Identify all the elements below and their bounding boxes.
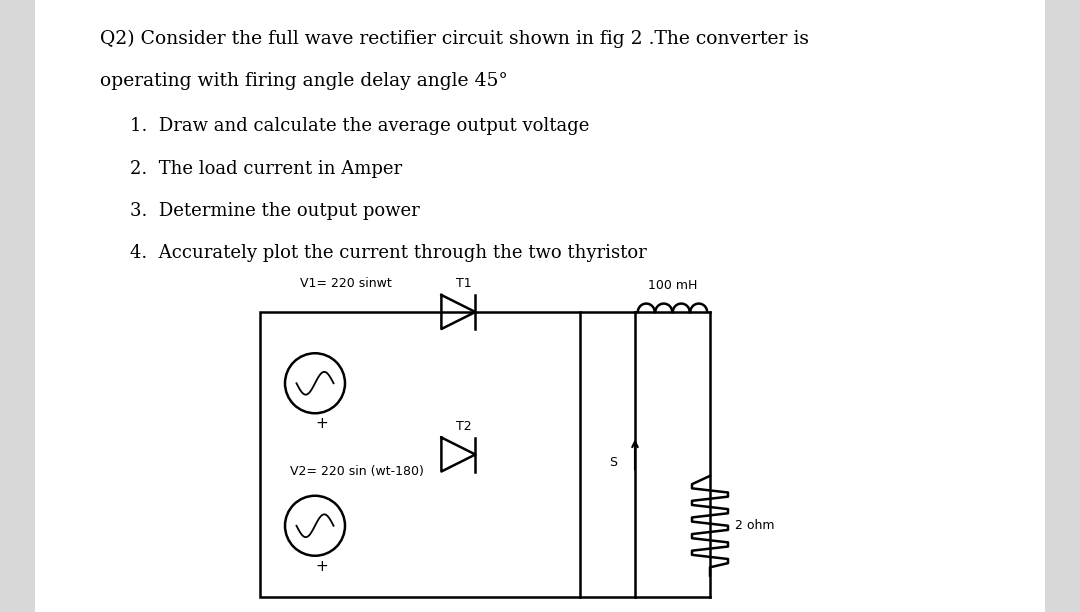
- Text: 1.  Draw and calculate the average output voltage: 1. Draw and calculate the average output…: [130, 117, 590, 135]
- Text: 3.  Determine the output power: 3. Determine the output power: [130, 202, 420, 220]
- Text: operating with firing angle delay angle 45°: operating with firing angle delay angle …: [100, 72, 508, 90]
- Text: +: +: [315, 416, 328, 431]
- Bar: [260, 312, 580, 597]
- Text: S: S: [609, 456, 617, 469]
- Text: T2: T2: [456, 419, 471, 433]
- Text: T1: T1: [456, 277, 471, 290]
- FancyBboxPatch shape: [35, 0, 1045, 612]
- Text: 4.  Accurately plot the current through the two thyristor: 4. Accurately plot the current through t…: [130, 244, 647, 262]
- Text: 2 ohm: 2 ohm: [735, 519, 774, 532]
- Text: +: +: [315, 559, 328, 574]
- Text: Q2) Consider the full wave rectifier circuit shown in fig 2 .The converter is: Q2) Consider the full wave rectifier cir…: [100, 30, 809, 48]
- Text: 100 mH: 100 mH: [648, 278, 698, 291]
- Text: 2.  The load current in Amper: 2. The load current in Amper: [130, 160, 402, 178]
- Text: V2= 220 sin (wt-180): V2= 220 sin (wt-180): [291, 465, 423, 478]
- Text: V1= 220 sinwt: V1= 220 sinwt: [300, 277, 392, 290]
